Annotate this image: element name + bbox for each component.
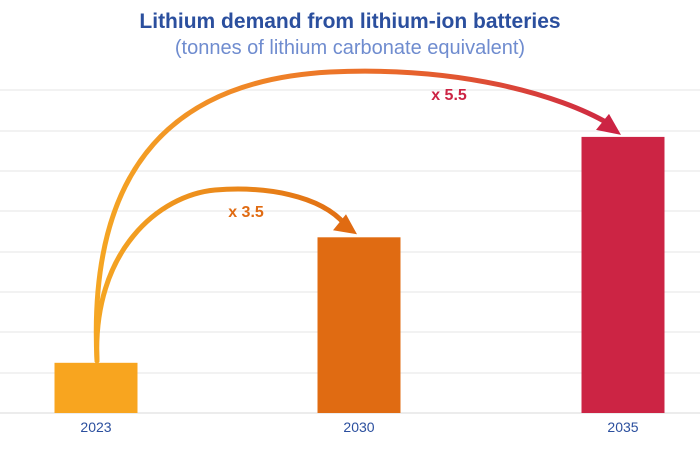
growth-arrow-2035 — [93, 68, 612, 364]
multiplier-label-2030: x 3.5 — [228, 204, 264, 221]
bar-2023 — [54, 362, 138, 413]
x-tick-label: 2035 — [607, 419, 638, 435]
bar-2030 — [317, 237, 401, 413]
chart-title: Lithium demand from lithium-ion batterie… — [139, 10, 561, 33]
arrowhead-2030 — [333, 214, 357, 235]
chart-subtitle: (tonnes of lithium carbonate equivalent) — [174, 37, 526, 59]
multiplier-label-2035: x 5.5 — [431, 87, 467, 104]
x-tick-label: 2023 — [80, 419, 111, 435]
growth-arrow-2030 — [94, 186, 348, 364]
bar-2035 — [581, 136, 665, 413]
x-tick-label: 2030 — [343, 419, 374, 435]
arrowhead-2035 — [596, 113, 621, 135]
